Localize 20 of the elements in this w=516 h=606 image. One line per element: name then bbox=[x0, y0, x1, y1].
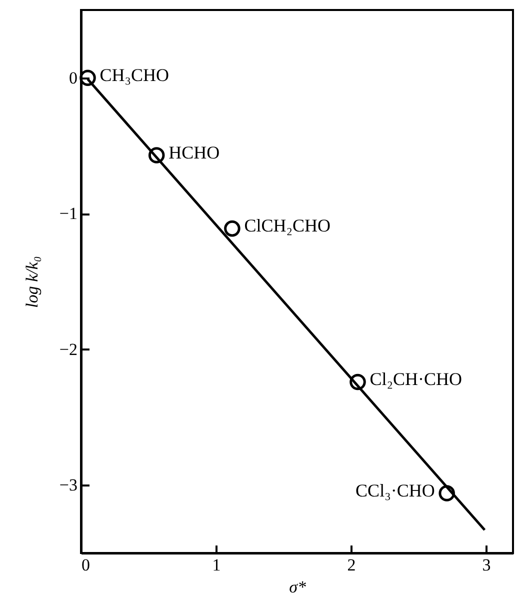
point bbox=[80, 70, 96, 86]
annotation: CH₃CHO bbox=[100, 64, 170, 85]
y-tick-label: 0 bbox=[69, 68, 78, 88]
annotation: Cl₂CH·CHO bbox=[370, 368, 462, 389]
x-tick-label: 2 bbox=[347, 556, 356, 574]
annotation: ClCH₂CHO bbox=[244, 216, 330, 236]
point bbox=[148, 147, 165, 164]
x-tick-label: 1 bbox=[212, 556, 221, 574]
x-axis-title: σ* bbox=[289, 578, 306, 596]
point bbox=[438, 485, 455, 502]
annotation: HCHO bbox=[168, 142, 220, 162]
x-tick-label: 0 bbox=[82, 556, 90, 574]
y-tick-label: −2 bbox=[59, 340, 78, 359]
point bbox=[224, 220, 240, 237]
y-tick-label: −1 bbox=[59, 204, 78, 224]
y-axis-title: log k/k₀ bbox=[22, 256, 42, 308]
point bbox=[350, 374, 366, 390]
x-tick-label: 3 bbox=[482, 556, 491, 574]
y-tick-label: −3 bbox=[59, 476, 78, 495]
annotation: CCl₃·CHO bbox=[356, 480, 435, 500]
